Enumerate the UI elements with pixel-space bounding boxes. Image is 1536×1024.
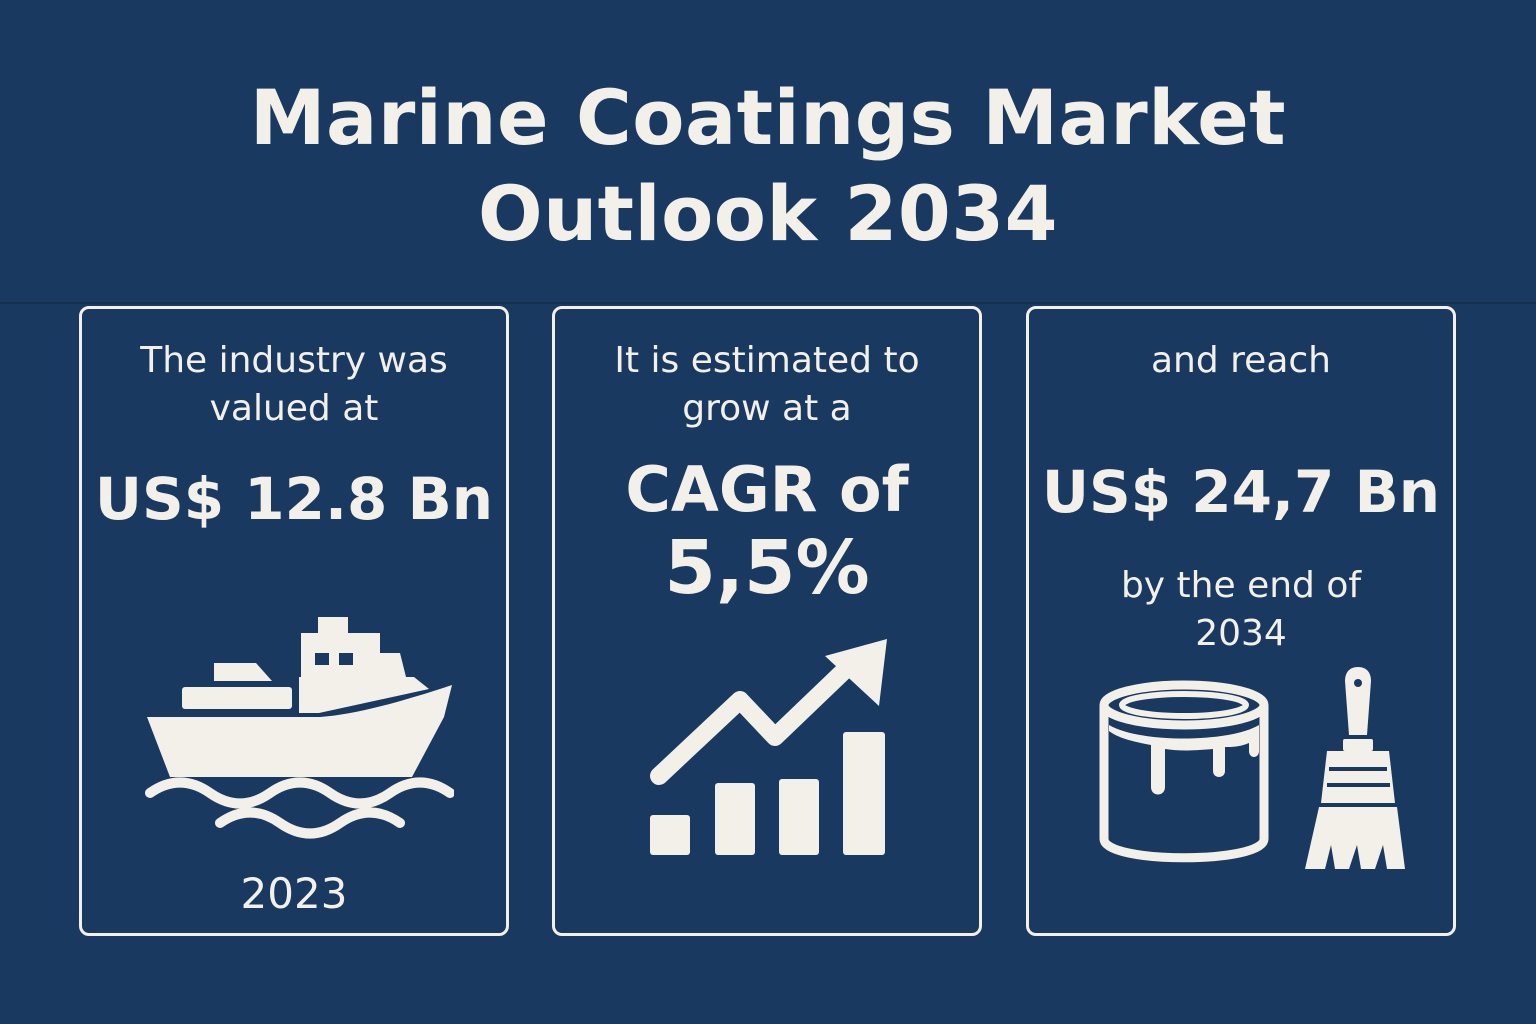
cagr-label: CAGR of: [625, 453, 909, 526]
card-intro-line-2: valued at: [209, 388, 379, 429]
growth-chart-icon: [650, 639, 887, 855]
title-line-2: Outlook 2034: [477, 169, 1059, 258]
card-2023-value: The industry was valued at US$ 12.8 Bn 2…: [79, 306, 509, 936]
card-cagr: It is estimated to grow at a CAGR of 5,5…: [552, 306, 982, 936]
ship-icon: [145, 617, 454, 839]
paint-can-and-brush-icon: [1099, 667, 1405, 869]
card-intro: It is estimated to grow at a: [555, 337, 979, 433]
card-intro: The industry was valued at: [82, 337, 506, 433]
card-intro-line-1: The industry was: [140, 340, 448, 381]
card-outro-line-1: by the end of: [1120, 565, 1362, 606]
cagr-percent: 5,5%: [664, 525, 870, 611]
cagr-value: CAGR of 5,5%: [555, 453, 979, 611]
card-intro-line-1: It is estimated to: [614, 340, 920, 381]
card-intro: and reach: [1029, 337, 1453, 385]
card-outro: by the end of 2034: [1029, 562, 1453, 658]
card-outro-line-2: 2034: [1195, 613, 1287, 654]
page-title: Marine Coatings Market Outlook 2034: [0, 70, 1536, 262]
card-intro-line-1: and reach: [1151, 340, 1331, 381]
market-value-2023: US$ 12.8 Bn: [94, 465, 494, 533]
title-line-1: Marine Coatings Market: [249, 73, 1287, 162]
card-2034-value: and reach US$ 24,7 Bn by the end of 2034: [1026, 306, 1456, 936]
market-value-2034: US$ 24,7 Bn: [1041, 458, 1441, 526]
base-year: 2023: [240, 869, 348, 918]
divider: [0, 302, 1536, 304]
card-intro-line-2: grow at a: [682, 388, 852, 429]
